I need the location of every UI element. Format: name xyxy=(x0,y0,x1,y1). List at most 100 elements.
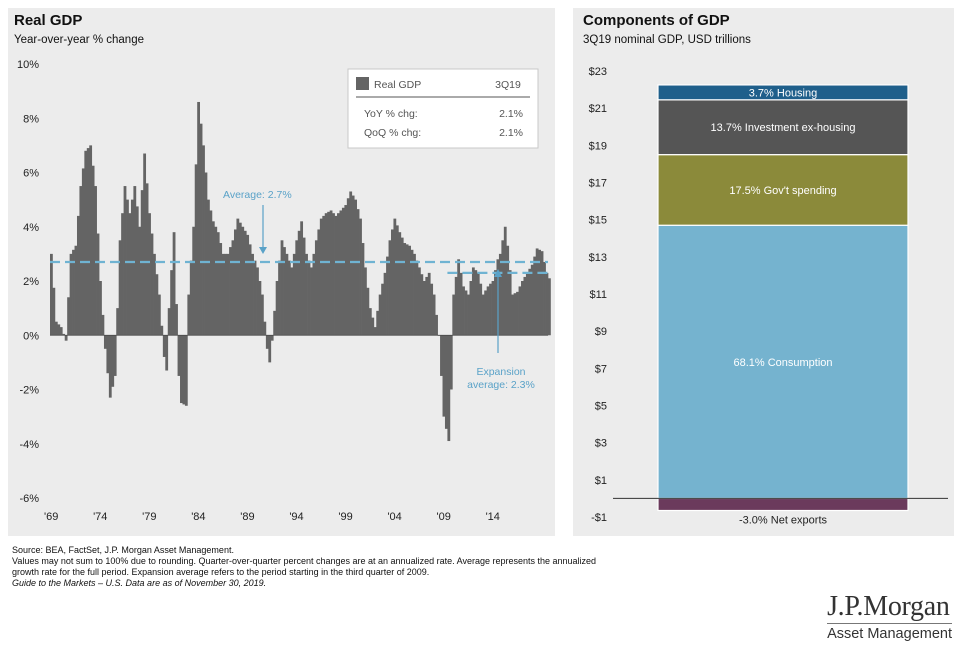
gdp-bar xyxy=(486,286,490,336)
gdp-bar xyxy=(413,253,416,336)
gdp-bar xyxy=(405,244,409,336)
y-tick-label: -4% xyxy=(19,439,39,451)
y-tick-label: $1 xyxy=(595,475,607,487)
gdp-bar xyxy=(177,335,181,376)
gdp-bar xyxy=(533,256,537,336)
gdp-bar xyxy=(346,198,350,336)
gdp-bar xyxy=(148,213,151,336)
gdp-bar xyxy=(130,199,134,336)
gdp-bar xyxy=(403,243,407,336)
gdp-bar xyxy=(390,229,394,336)
gdp-bar xyxy=(135,206,139,336)
gdp-bar xyxy=(175,304,178,336)
gdp-bar xyxy=(449,335,453,390)
segment-label: 3.7% Housing xyxy=(749,87,818,99)
gdp-bar xyxy=(86,148,90,336)
legend-qoq-label: QoQ % chg: xyxy=(364,127,421,139)
gdp-bar xyxy=(157,294,161,336)
gdp-bar xyxy=(96,233,100,336)
gdp-bar xyxy=(113,335,117,376)
gdp-bar xyxy=(64,335,68,341)
gdp-bar xyxy=(241,226,245,336)
gdp-bar xyxy=(467,294,470,336)
gdp-bar xyxy=(322,215,326,336)
x-tick-label: '69 xyxy=(44,511,58,523)
gdp-bar xyxy=(165,335,169,371)
y-tick-label: $9 xyxy=(595,326,607,338)
legend-box: Real GDP 3Q19 YoY % chg: 2.1% QoQ % chg:… xyxy=(347,68,539,149)
gdp-bar xyxy=(297,230,301,336)
gdp-bar xyxy=(290,267,294,336)
segment-consumption xyxy=(657,224,909,500)
gdp-bar xyxy=(518,286,522,336)
gdp-bar xyxy=(204,172,208,336)
gdp-bar xyxy=(111,335,115,387)
gdp-bar xyxy=(523,276,527,336)
gdp-bar xyxy=(280,240,284,336)
gdp-bar xyxy=(447,335,451,442)
gdp-bar xyxy=(180,335,183,404)
segment-label: 13.7% Investment ex-housing xyxy=(711,122,856,134)
gdp-bar xyxy=(59,327,63,336)
gdp-bar xyxy=(420,274,424,336)
gdp-bar xyxy=(101,314,105,336)
real-gdp-panel: Real GDP Year-over-year % change 10% 8% 6%… xyxy=(8,8,555,536)
gdp-bar xyxy=(268,335,272,363)
x-tick-label: '99 xyxy=(338,511,352,523)
gdp-bar xyxy=(319,218,323,336)
stacked-bar: -3.0% Net exports 68.1% Consumption 17.5% … xyxy=(657,84,909,526)
y-tick-label: 4% xyxy=(23,222,39,234)
gdp-bar xyxy=(189,260,193,336)
legend-yoy-value: 2.1% xyxy=(499,108,523,120)
gdp-bar xyxy=(503,226,507,336)
logo-subtitle: Asset Management xyxy=(827,623,952,642)
gdp-bar xyxy=(216,232,220,336)
gdp-bar xyxy=(393,218,397,336)
gdp-bar xyxy=(153,253,156,336)
gdp-bar xyxy=(459,272,463,336)
gdp-bar xyxy=(381,283,384,336)
y-tick-label: -2% xyxy=(19,385,39,397)
gdp-bar xyxy=(457,259,461,336)
y-tick-label: $5 xyxy=(595,401,607,413)
gdp-bar xyxy=(364,267,367,336)
segment-gov-t-spending xyxy=(657,154,909,226)
gdp-bar xyxy=(150,233,154,336)
footnote-rounding: Values may not sum to 100% due to roundi… xyxy=(12,556,597,566)
components-subtitle: 3Q19 nominal GDP, USD trillions xyxy=(583,34,751,46)
y-tick-label: -6% xyxy=(19,493,39,505)
gdp-bar xyxy=(233,229,237,336)
gdp-bar xyxy=(305,253,308,336)
gdp-bar xyxy=(494,270,497,336)
gdp-bar xyxy=(484,290,488,336)
gdp-bar xyxy=(332,213,335,336)
gdp-bar xyxy=(292,253,296,336)
average-label: Average: 2.7% xyxy=(223,189,292,201)
x-tick-label: '94 xyxy=(289,511,303,523)
gdp-bar xyxy=(491,281,495,336)
gdp-bar xyxy=(62,333,66,336)
gdp-bar xyxy=(511,294,515,336)
gdp-bar xyxy=(209,210,213,336)
gdp-bar xyxy=(143,153,147,336)
gdp-bar xyxy=(410,249,414,336)
gdp-bar xyxy=(417,267,421,336)
gdp-bar xyxy=(121,213,124,336)
gdp-bar xyxy=(400,237,404,336)
logo-name: J.P.Morgan xyxy=(827,591,950,622)
gdp-bar xyxy=(368,308,372,336)
gdp-bar xyxy=(317,229,321,336)
gdp-bar xyxy=(184,335,188,406)
gdp-bar xyxy=(435,314,438,336)
jpmorgan-logo: J.P.Morgan Asset Management xyxy=(827,592,952,642)
gdp-bar xyxy=(72,249,75,336)
gdp-bar xyxy=(371,317,375,336)
gdp-bar xyxy=(408,245,411,336)
gdp-bar xyxy=(128,213,132,336)
average-annotation: Average: 2.7% xyxy=(223,189,292,254)
gdp-bar xyxy=(427,272,431,336)
legend-series-label: Real GDP xyxy=(374,79,421,91)
gdp-bar xyxy=(440,335,443,376)
gdp-bar xyxy=(462,286,465,336)
legend-swatch xyxy=(356,77,369,90)
